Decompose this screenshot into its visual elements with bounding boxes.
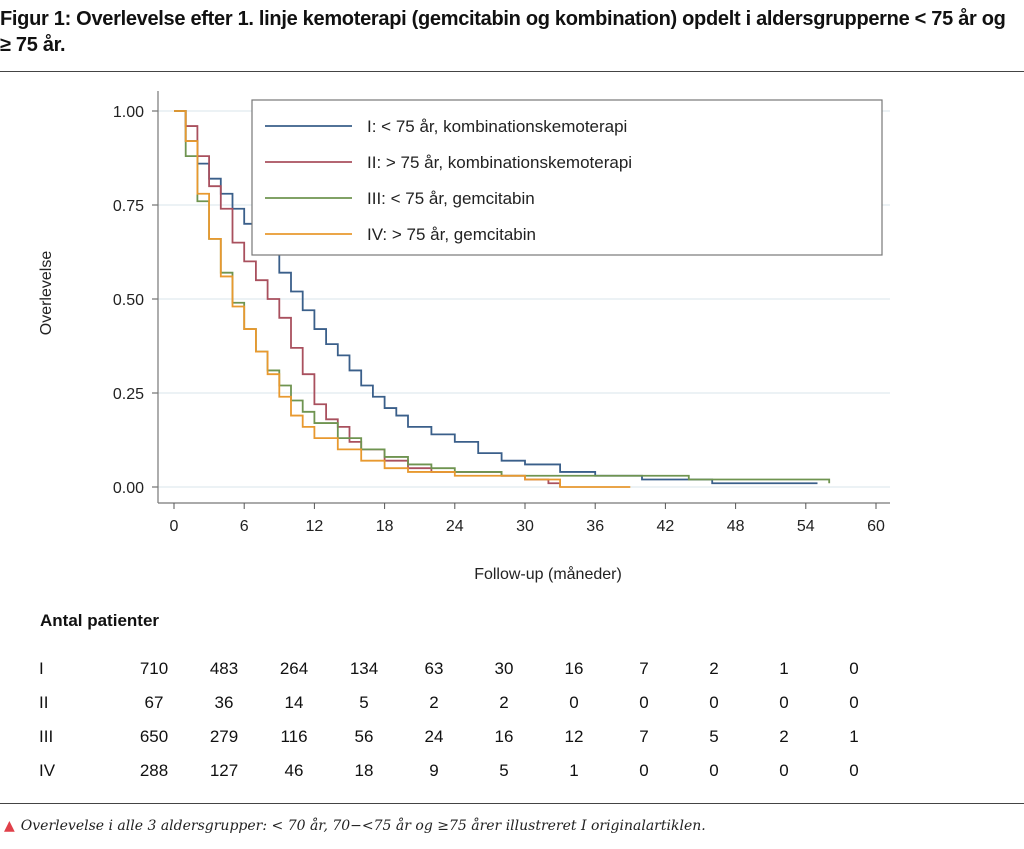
top-divider bbox=[0, 71, 1024, 72]
risk-cell: 0 bbox=[639, 693, 649, 712]
figure-title: Figur 1: Overlevelse efter 1. linje kemo… bbox=[0, 8, 1006, 56]
legend-box bbox=[251, 99, 883, 256]
x-axis-label: Follow-up (måneder) bbox=[474, 565, 622, 583]
risk-cell: 483 bbox=[209, 659, 239, 678]
risk-cell: 1 bbox=[849, 727, 859, 746]
risk-cell: 1 bbox=[569, 761, 579, 780]
x-tick-label: 18 bbox=[376, 518, 394, 535]
risk-row: IV 288 127 46 18 9 5 1 0 0 0 0 bbox=[30, 754, 889, 788]
risk-cell: 288 bbox=[139, 761, 169, 780]
risk-cell: 2 bbox=[709, 659, 719, 678]
y-tick-label: 0.75 bbox=[113, 198, 144, 215]
risk-cell: 650 bbox=[139, 727, 169, 746]
risk-cell: 264 bbox=[279, 659, 309, 678]
risk-cell: 0 bbox=[709, 761, 719, 780]
risk-cell: 2 bbox=[429, 693, 439, 712]
risk-row: I 710 483 264 134 63 30 16 7 2 1 0 bbox=[30, 652, 889, 686]
x-tick-label: 0 bbox=[170, 518, 179, 535]
risk-cell: 7 bbox=[639, 727, 649, 746]
risk-cell: 5 bbox=[359, 693, 369, 712]
risk-cell: 7 bbox=[639, 659, 649, 678]
risk-cell: 24 bbox=[424, 727, 444, 746]
risk-cell: 0 bbox=[569, 693, 579, 712]
y-tick-label: 0.25 bbox=[113, 386, 144, 403]
footnote: ▲ Overlevelse i alle 3 aldersgrupper: < 7… bbox=[4, 818, 706, 834]
risk-row: II 67 36 14 5 2 2 0 0 0 0 0 bbox=[30, 686, 889, 720]
risk-cell: 0 bbox=[849, 659, 859, 678]
risk-row-label: IV bbox=[39, 761, 56, 780]
x-tick-label: 6 bbox=[240, 518, 249, 535]
risk-cell: 710 bbox=[139, 659, 169, 678]
x-tick-label: 54 bbox=[797, 518, 815, 535]
y-tick-label: 1.00 bbox=[113, 104, 144, 121]
y-tick-label: 0.00 bbox=[113, 480, 144, 497]
risk-cell: 0 bbox=[779, 761, 789, 780]
risk-cell: 2 bbox=[499, 693, 509, 712]
risk-cell: 36 bbox=[214, 693, 234, 712]
risk-cell: 9 bbox=[429, 761, 439, 780]
legend-label-1: I: < 75 år, kombinationskemoterapi bbox=[367, 117, 627, 136]
risk-row-label: I bbox=[39, 659, 44, 678]
x-tick-label: 48 bbox=[727, 518, 745, 535]
risk-cell: 16 bbox=[494, 727, 514, 746]
risk-cell: 0 bbox=[779, 693, 789, 712]
risk-cell: 0 bbox=[709, 693, 719, 712]
risk-cell: 18 bbox=[354, 761, 374, 780]
risk-cell: 30 bbox=[494, 659, 514, 678]
triangle-icon: ▲ bbox=[4, 818, 15, 834]
x-tick-label: 42 bbox=[657, 518, 675, 535]
risk-cell: 14 bbox=[284, 693, 304, 712]
bottom-divider bbox=[0, 803, 1024, 804]
risk-cell: 5 bbox=[499, 761, 509, 780]
risk-cell: 56 bbox=[354, 727, 374, 746]
risk-table: I 710 483 264 134 63 30 16 7 2 1 0 II 67 36 14 5 2 2 0 0 0 0 0 I… bbox=[30, 652, 889, 788]
y-tick-label: 0.50 bbox=[113, 292, 144, 309]
x-tick-label: 12 bbox=[306, 518, 324, 535]
x-tick-label: 30 bbox=[516, 518, 534, 535]
series-line-4 bbox=[174, 110, 631, 488]
legend-label-3: III: < 75 år, gemcitabin bbox=[367, 189, 535, 208]
risk-row-label: III bbox=[39, 727, 54, 746]
risk-cell: 12 bbox=[564, 727, 584, 746]
risk-cell: 67 bbox=[144, 693, 164, 712]
x-tick-label: 36 bbox=[586, 518, 604, 535]
risk-cell: 0 bbox=[849, 761, 859, 780]
legend-label-4: IV: > 75 år, gemcitabin bbox=[367, 225, 536, 244]
footnote-text: Overlevelse i alle 3 aldersgrupper: < 70… bbox=[20, 818, 706, 834]
x-tick-label: 60 bbox=[867, 518, 885, 535]
risk-cell: 0 bbox=[849, 693, 859, 712]
risk-cell: 116 bbox=[280, 727, 308, 746]
risk-table-title: Antal patienter bbox=[40, 611, 160, 630]
y-axis-label: Overlevelse bbox=[38, 251, 55, 336]
risk-cell: 127 bbox=[209, 761, 239, 780]
risk-cell: 5 bbox=[709, 727, 719, 746]
risk-row: III 650 279 116 56 24 16 12 7 5 2 1 bbox=[30, 720, 889, 754]
risk-cell: 46 bbox=[284, 761, 304, 780]
risk-cell: 1 bbox=[779, 659, 789, 678]
survival-chart: 0.00 0.25 0.50 0.75 1.00 0 6 12 18 24 30 36 42 48 54 60… bbox=[38, 91, 890, 583]
legend-label-2: II: > 75 år, kombinationskemoterapi bbox=[367, 153, 632, 172]
risk-cell: 2 bbox=[779, 727, 789, 746]
risk-row-label: II bbox=[39, 693, 49, 712]
x-tick-label: 24 bbox=[446, 518, 464, 535]
risk-cell: 134 bbox=[349, 659, 379, 678]
risk-cell: 16 bbox=[564, 659, 584, 678]
risk-cell: 0 bbox=[639, 761, 649, 780]
risk-cell: 279 bbox=[209, 727, 239, 746]
risk-cell: 63 bbox=[424, 659, 444, 678]
